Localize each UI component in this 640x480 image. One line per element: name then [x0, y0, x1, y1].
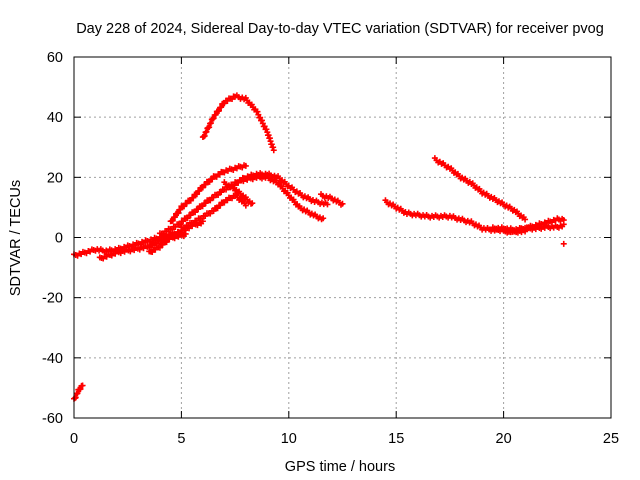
y-tick-label: 40	[47, 110, 63, 126]
data-point	[74, 390, 81, 397]
y-axis: -60 -40 -20 0 20 40 60	[42, 50, 611, 427]
series-track-4	[199, 92, 277, 154]
data-point	[190, 194, 197, 201]
data-point	[177, 221, 184, 228]
series-track-11	[146, 218, 206, 256]
data-point	[184, 215, 191, 222]
series-track-9	[318, 191, 346, 208]
data-point	[77, 386, 84, 393]
y-axis-label: SDTVAR / TECUs	[8, 180, 24, 296]
data-point	[199, 203, 206, 210]
data-point	[249, 200, 256, 207]
data-point	[177, 206, 184, 213]
data-point	[201, 132, 208, 139]
data-point	[169, 217, 176, 224]
x-tick-label: 5	[177, 431, 185, 447]
data-point	[195, 206, 202, 213]
data-point	[560, 217, 567, 224]
x-axis: 0 5 10 15 20 25	[70, 57, 619, 447]
data-point	[182, 230, 189, 237]
series-track-5	[167, 162, 249, 225]
x-axis-label: GPS time / hours	[285, 459, 395, 475]
chart-title: Day 228 of 2024, Sidereal Day-to-day VTE…	[76, 21, 604, 37]
x-tick-label: 15	[388, 431, 404, 447]
y-tick-label: -20	[42, 291, 63, 307]
series-track-16	[560, 240, 567, 247]
data-point	[206, 124, 213, 131]
data-point	[242, 162, 249, 169]
y-tick-label: 20	[47, 170, 63, 186]
data-point	[254, 108, 261, 115]
series-track-10	[221, 179, 256, 207]
data-point	[522, 216, 529, 223]
data-point	[212, 111, 219, 118]
x-tick-label: 10	[281, 431, 297, 447]
data-point	[202, 200, 209, 207]
data-point	[180, 218, 187, 225]
data-point	[218, 104, 225, 111]
data-point	[187, 212, 194, 219]
data-point	[215, 107, 222, 114]
series-track-13	[431, 155, 529, 223]
data-point	[192, 209, 199, 216]
data-point	[560, 240, 567, 247]
data-point	[193, 191, 200, 198]
data-point	[171, 214, 178, 221]
series-track-7	[178, 192, 249, 231]
data-point	[175, 210, 182, 217]
data-point	[210, 115, 217, 122]
series-track-3	[71, 382, 86, 402]
data-point	[207, 120, 214, 127]
data-point	[79, 382, 86, 389]
data-point	[263, 126, 270, 133]
plot-markers	[71, 92, 567, 402]
data-point	[196, 187, 203, 194]
x-tick-label: 25	[603, 431, 619, 447]
series-track-8	[232, 170, 331, 208]
y-tick-label: 0	[55, 231, 63, 247]
series-track-15	[500, 215, 567, 236]
y-tick-label: -40	[42, 351, 63, 367]
data-point	[203, 128, 210, 135]
y-tick-label: 60	[47, 50, 63, 66]
data-point	[324, 201, 331, 208]
data-point	[320, 215, 327, 222]
y-tick-label: -60	[42, 411, 63, 427]
data-point	[339, 200, 346, 207]
data-point	[242, 202, 249, 209]
data-point	[199, 218, 206, 225]
x-tick-label: 20	[496, 431, 512, 447]
x-tick-label: 0	[70, 431, 78, 447]
data-point	[258, 117, 265, 124]
series-track-2	[96, 230, 189, 262]
data-point	[270, 147, 277, 154]
